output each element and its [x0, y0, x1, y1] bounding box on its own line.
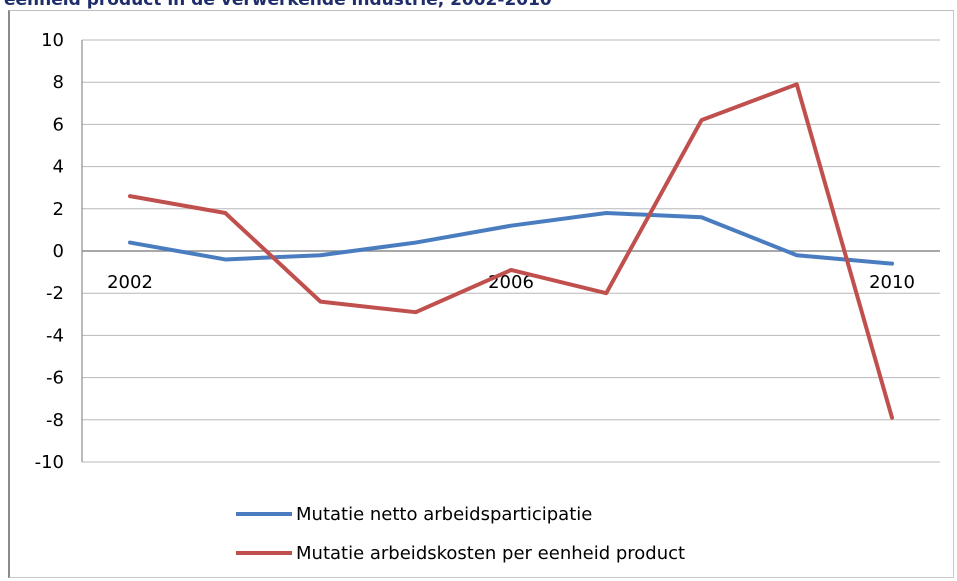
y-tick-label: 6 [53, 114, 64, 135]
y-tick-label: -4 [46, 325, 64, 346]
x-tick-labels: 2002 2006 2010 [107, 272, 915, 293]
grid-lines [81, 39, 940, 463]
legend-label: Mutatie netto arbeidsparticipatie [296, 504, 592, 525]
y-tick-label: 2 [53, 199, 64, 220]
x-tick-label: 2002 [107, 272, 153, 293]
y-tick-label: 4 [53, 157, 64, 178]
y-tick-label: 10 [41, 30, 64, 51]
y-tick-label: 8 [53, 72, 64, 93]
y-tick-label: -6 [46, 368, 64, 389]
x-tick-label: 2010 [869, 272, 915, 293]
chart-title: eenheid product in de verwerkende indust… [4, 0, 552, 10]
y-tick-label: -10 [35, 452, 64, 473]
y-tick-label: -8 [46, 410, 64, 431]
chart-frame [8, 10, 954, 578]
legend: Mutatie netto arbeidsparticipatie Mutatie… [236, 504, 685, 564]
y-tick-label: 0 [53, 241, 64, 262]
y-tick-label: -2 [46, 283, 64, 304]
series-lines [128, 82, 894, 420]
legend-label: Mutatie arbeidskosten per eenheid produc… [296, 543, 685, 564]
series-line-1 [128, 211, 894, 266]
y-tick-labels: 10 8 6 4 2 0 -2 -4 -6 -8 -10 [35, 30, 64, 473]
